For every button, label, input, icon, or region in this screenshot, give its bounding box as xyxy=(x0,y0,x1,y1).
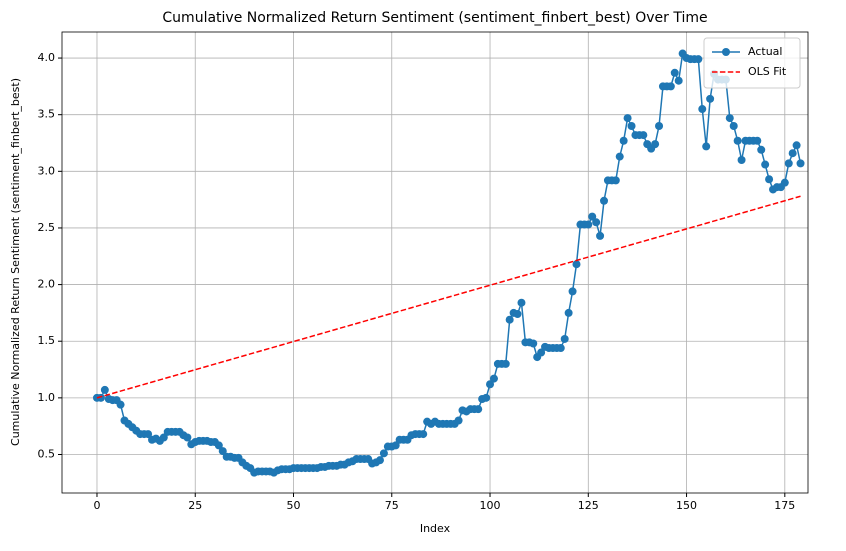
y-tick-label: 3.0 xyxy=(38,164,56,177)
data-point xyxy=(796,159,805,168)
data-point xyxy=(788,149,797,158)
data-point xyxy=(627,122,636,131)
x-tick-label: 100 xyxy=(480,499,501,512)
data-point xyxy=(761,160,770,169)
x-tick-label: 25 xyxy=(188,499,202,512)
x-tick-label: 125 xyxy=(578,499,599,512)
data-point xyxy=(214,441,223,450)
data-point xyxy=(517,298,526,307)
plot-frame xyxy=(61,31,809,494)
data-point xyxy=(596,231,605,240)
data-point xyxy=(674,76,683,85)
data-point xyxy=(537,348,546,357)
y-tick-label: 1.5 xyxy=(38,334,56,347)
data-point xyxy=(670,68,679,77)
data-point xyxy=(474,405,483,414)
data-point xyxy=(729,122,738,131)
x-axis-label: Index xyxy=(420,522,451,535)
y-tick-label: 2.5 xyxy=(38,221,56,234)
data-point xyxy=(529,339,538,348)
y-tick-label: 4.0 xyxy=(38,51,56,64)
data-point xyxy=(757,145,766,154)
data-point xyxy=(639,131,648,140)
data-point xyxy=(792,141,801,150)
data-point xyxy=(600,196,609,205)
legend-marker xyxy=(722,48,730,56)
data-point xyxy=(694,55,703,64)
data-point xyxy=(218,447,227,456)
data-point xyxy=(611,176,620,185)
data-point xyxy=(379,449,388,458)
data-point xyxy=(780,178,789,187)
data-point xyxy=(560,334,569,343)
data-point xyxy=(501,359,510,368)
data-point xyxy=(584,220,593,229)
data-point xyxy=(505,315,514,324)
data-point xyxy=(592,218,601,227)
data-point xyxy=(725,114,734,123)
x-tick-label: 75 xyxy=(385,499,399,512)
data-point xyxy=(419,430,428,439)
data-point xyxy=(753,136,762,145)
data-point xyxy=(706,94,715,103)
data-point xyxy=(454,416,463,425)
data-point xyxy=(183,433,192,442)
data-point xyxy=(564,308,573,317)
legend-label: OLS Fit xyxy=(748,65,787,78)
data-point xyxy=(698,105,707,114)
data-point xyxy=(96,393,105,402)
data-point xyxy=(615,152,624,161)
series-line xyxy=(96,195,801,399)
data-point xyxy=(765,175,774,184)
data-point xyxy=(486,380,495,389)
data-point xyxy=(619,136,628,145)
data-point xyxy=(159,433,168,442)
x-tick-label: 150 xyxy=(676,499,697,512)
data-point xyxy=(144,430,153,439)
data-point xyxy=(588,212,597,221)
data-point xyxy=(784,159,793,168)
x-tick-label: 50 xyxy=(287,499,301,512)
data-point xyxy=(116,400,125,409)
x-tick-label: 175 xyxy=(774,499,795,512)
data-point xyxy=(737,155,746,164)
y-axis-label: Cumulative Normalized Return Sentiment (… xyxy=(9,78,22,446)
data-point xyxy=(513,310,522,319)
x-tick-label: 0 xyxy=(93,499,100,512)
data-point xyxy=(482,393,491,402)
data-point xyxy=(655,122,664,131)
y-tick-label: 3.5 xyxy=(38,108,56,121)
y-tick-label: 0.5 xyxy=(38,447,56,460)
data-point xyxy=(489,374,498,383)
y-tick-label: 1.0 xyxy=(38,391,56,404)
data-point xyxy=(666,82,675,91)
chart-title: Cumulative Normalized Return Sentiment (… xyxy=(162,10,707,26)
data-point xyxy=(391,441,400,450)
data-point xyxy=(733,136,742,145)
y-tick-label: 2.0 xyxy=(38,278,56,291)
data-point xyxy=(375,456,384,465)
data-point xyxy=(100,385,109,394)
legend-label: Actual xyxy=(748,45,782,58)
data-point xyxy=(556,344,565,353)
data-point xyxy=(568,287,577,296)
data-point xyxy=(572,260,581,269)
data-point xyxy=(623,114,632,123)
data-point xyxy=(702,142,711,151)
data-point xyxy=(651,140,660,149)
